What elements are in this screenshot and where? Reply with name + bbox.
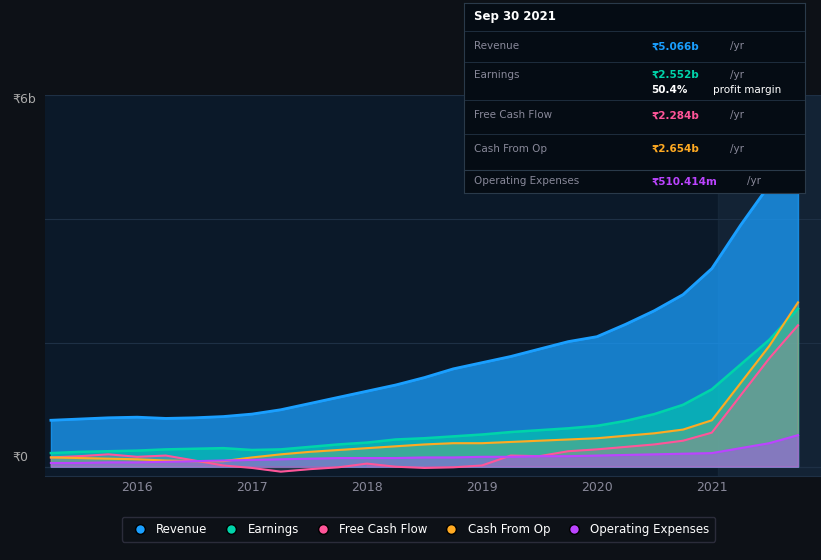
Text: Cash From Op: Cash From Op	[474, 144, 547, 154]
Text: Operating Expenses: Operating Expenses	[474, 176, 580, 186]
Text: ₹6b: ₹6b	[12, 92, 36, 105]
Text: ₹2.654b: ₹2.654b	[651, 144, 699, 154]
Text: Earnings: Earnings	[474, 70, 520, 80]
Text: ₹5.066b: ₹5.066b	[651, 41, 699, 52]
Text: /yr: /yr	[730, 41, 744, 52]
Text: ₹2.284b: ₹2.284b	[651, 110, 699, 120]
Legend: Revenue, Earnings, Free Cash Flow, Cash From Op, Operating Expenses: Revenue, Earnings, Free Cash Flow, Cash …	[122, 517, 715, 542]
Text: ₹2.552b: ₹2.552b	[651, 70, 699, 80]
Text: Free Cash Flow: Free Cash Flow	[474, 110, 553, 120]
Text: /yr: /yr	[730, 70, 744, 80]
Text: /yr: /yr	[730, 110, 744, 120]
Bar	[718, 95, 821, 476]
Text: 50.4%: 50.4%	[651, 85, 688, 95]
Text: Revenue: Revenue	[474, 41, 519, 52]
Text: Sep 30 2021: Sep 30 2021	[474, 10, 556, 23]
Text: /yr: /yr	[746, 176, 761, 186]
Text: profit margin: profit margin	[713, 85, 781, 95]
Text: /yr: /yr	[730, 144, 744, 154]
Text: ₹510.414m: ₹510.414m	[651, 176, 717, 186]
Text: ₹0: ₹0	[12, 451, 28, 464]
